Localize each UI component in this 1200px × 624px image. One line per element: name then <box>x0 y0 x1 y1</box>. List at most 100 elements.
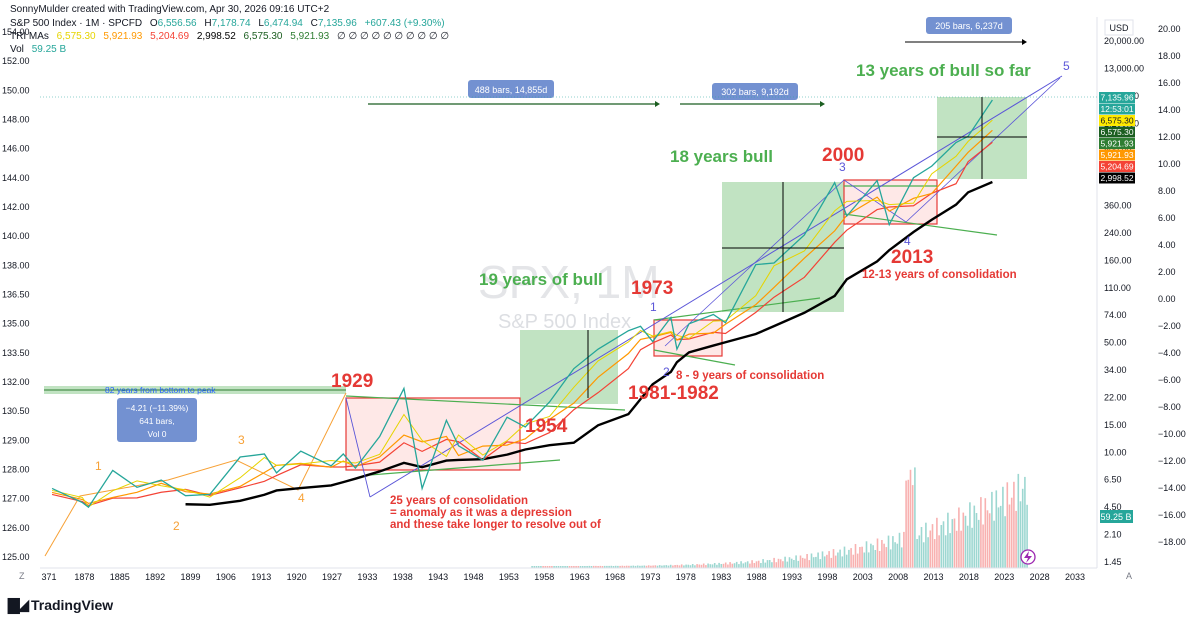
volume-value: 59.25 B <box>31 44 67 55</box>
symbol-name[interactable]: S&P 500 Index · 1M · SPCFD <box>10 18 143 29</box>
volume-bar <box>801 557 804 568</box>
volume-bar <box>797 560 800 568</box>
tradingview-logo[interactable]: ▇◢ TradingView <box>8 596 113 614</box>
left-axis-tick: 127.00 <box>2 494 30 504</box>
wave-orange-4: 4 <box>298 491 305 505</box>
x-axis-tick: 2028 <box>1030 572 1050 582</box>
volume-bar <box>808 560 811 568</box>
bottom-to-peak-label: 82 years from bottom to peak <box>105 385 216 395</box>
volume-bar <box>610 565 613 568</box>
volume-bar <box>540 566 542 568</box>
svg-text:205 bars, 6,237d: 205 bars, 6,237d <box>935 21 1003 31</box>
volume-bar <box>810 553 813 568</box>
volume-bar <box>854 544 857 568</box>
x-axis-tick: 1906 <box>216 572 236 582</box>
volume-bar <box>672 565 674 568</box>
volume-bar <box>975 513 978 568</box>
measure-box-2: 302 bars, 9,192d <box>712 83 798 100</box>
svg-text:USD: USD <box>1109 23 1129 33</box>
x-axis-tick: 2013 <box>923 572 943 582</box>
consolidation-zone-2000 <box>843 179 938 225</box>
volume-bar <box>905 480 907 568</box>
x-axis-tick: 2033 <box>1065 572 1085 582</box>
left-axis-tick: 135.00 <box>2 319 30 329</box>
price-series-line <box>51 99 993 509</box>
x-axis: 371 1878 1885 1892 1899 1906 1913 1920 1927 1933 1… <box>41 572 1085 582</box>
tri-ma-line[interactable]: TRI MAs 6,575.30 5,921.93 5,204.69 2,998… <box>10 31 454 42</box>
ohlc-close: 7,135.96 <box>317 18 357 29</box>
x-axis-tick: 1933 <box>357 572 377 582</box>
svg-text:641 bars,: 641 bars, <box>139 416 174 426</box>
volume-bar <box>744 562 747 568</box>
volume-bar <box>760 563 762 568</box>
tri-ma-empty-values: ∅ ∅ ∅ ∅ ∅ ∅ ∅ ∅ ∅ ∅ <box>336 31 450 42</box>
trendline-1929-bottom <box>369 459 561 476</box>
volume-bar <box>650 565 652 568</box>
lightning-icon[interactable] <box>1020 549 1036 565</box>
volume-bar <box>999 505 1002 568</box>
volume-line[interactable]: Vol 59.25 B <box>10 44 71 55</box>
volume-bar <box>562 566 564 568</box>
currency-badge[interactable]: USD <box>1104 19 1134 36</box>
volume-bar <box>878 551 881 568</box>
price-tag-value: 5,204.69 <box>1100 162 1133 172</box>
volume-bar <box>986 510 989 568</box>
left-axis-tick: 125.00 <box>2 552 30 562</box>
volume-bar <box>542 566 544 568</box>
volume-bar <box>735 561 738 568</box>
volume-bar <box>1017 473 1020 568</box>
ohlc-open-label: O <box>149 18 158 29</box>
z-axis-marker: Z <box>19 571 25 581</box>
volume-bar <box>700 564 703 568</box>
ma-orange-line <box>51 129 993 505</box>
volume-bar <box>828 551 830 568</box>
label-cons-25-line2: = anomaly as it was a depression <box>390 507 572 519</box>
volume-bar <box>724 562 727 568</box>
volume-bar <box>544 566 547 568</box>
volume-bar <box>588 565 591 568</box>
right-percent-tick: −6.00 <box>1158 375 1181 385</box>
right-price-tick: 1.45 <box>1104 557 1122 567</box>
tri-ma-label[interactable]: TRI MAs <box>10 31 49 42</box>
measure-box-3: 205 bars, 6,237d <box>926 17 1012 34</box>
tri-ma-value-2: 5,921.93 <box>103 31 143 42</box>
price-tag-value: 6,575.30 <box>1100 116 1133 126</box>
ohlc-open: 6,556.56 <box>157 18 197 29</box>
wave-blue-1: 1 <box>650 300 657 314</box>
volume-bar <box>564 566 566 568</box>
x-axis-tick: 1988 <box>747 572 767 582</box>
x-axis-tick: 1913 <box>251 572 271 582</box>
price-tag-value: 7,135.96 <box>1100 93 1133 103</box>
volume-bar <box>927 537 929 568</box>
volume-bar <box>566 566 569 568</box>
volume-bar <box>742 563 745 568</box>
symbol-line[interactable]: S&P 500 Index · 1M · SPCFD O6,556.56 H7,… <box>10 18 450 29</box>
svg-text:302 bars, 9,192d: 302 bars, 9,192d <box>721 87 789 97</box>
volume-bar <box>839 549 841 568</box>
volume-bar <box>973 505 976 568</box>
volume-label[interactable]: Vol <box>10 44 24 55</box>
volume-bar <box>850 548 852 568</box>
tri-ma-value-1: 6,575.30 <box>56 31 96 42</box>
volume-bar <box>960 530 962 568</box>
price-tag-value: 5,921.93 <box>1100 150 1133 160</box>
volume-bar <box>856 553 859 568</box>
wave-orange-3: 3 <box>238 433 245 447</box>
right-price-tick: 2.10 <box>1104 530 1122 540</box>
label-1981-1982: 1981-1982 <box>628 383 719 404</box>
x-axis-tick: 2018 <box>959 572 979 582</box>
x-axis-tick: 1899 <box>181 572 201 582</box>
label-bull-13: 13 years of bull so far <box>856 61 1031 80</box>
volume-bar <box>980 497 982 568</box>
volume-bar <box>641 565 643 568</box>
volume-bar <box>861 546 863 568</box>
volume-bar <box>1015 510 1017 568</box>
right-percent-tick: 2.00 <box>1158 267 1176 277</box>
volume-bar <box>1013 481 1015 568</box>
wave-orange-2: 2 <box>173 519 180 533</box>
volume-bar <box>557 566 560 568</box>
volume-bar <box>579 566 582 568</box>
x-axis-tick: 2008 <box>888 572 908 582</box>
